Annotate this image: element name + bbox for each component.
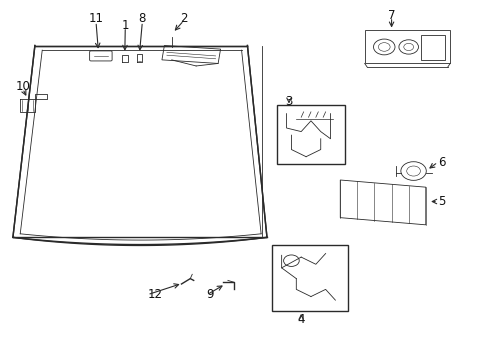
FancyBboxPatch shape <box>90 51 112 61</box>
Text: 7: 7 <box>388 9 395 22</box>
Text: 3: 3 <box>285 95 293 108</box>
Text: 2: 2 <box>180 12 188 25</box>
Text: 11: 11 <box>89 12 103 25</box>
Text: 5: 5 <box>438 195 445 208</box>
Text: 1: 1 <box>122 19 129 32</box>
Text: 12: 12 <box>147 288 162 301</box>
Text: 9: 9 <box>206 288 214 301</box>
Bar <box>272 244 347 311</box>
Text: 8: 8 <box>139 12 146 25</box>
Text: 4: 4 <box>297 313 305 327</box>
Bar <box>365 31 450 63</box>
Bar <box>421 35 445 60</box>
Bar <box>277 105 345 164</box>
Text: 10: 10 <box>15 80 30 93</box>
Text: 6: 6 <box>438 156 445 168</box>
